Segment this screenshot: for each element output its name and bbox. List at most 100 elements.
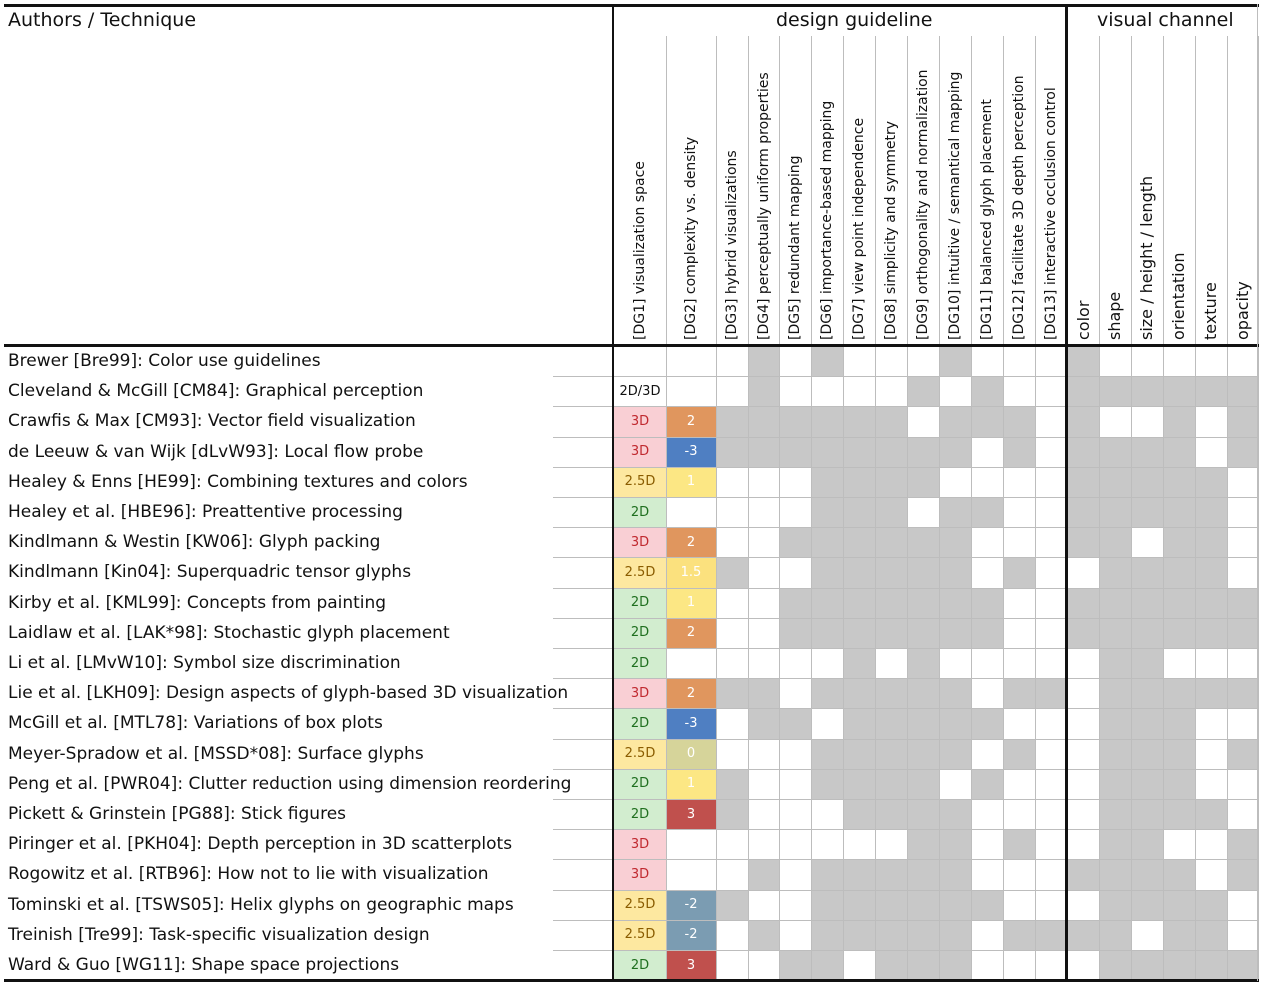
col-divider — [1099, 36, 1100, 981]
guideline-cell — [811, 527, 843, 558]
row-divider — [553, 889, 1258, 891]
channel-cell — [1068, 859, 1099, 890]
space-cell: 2D/3D — [614, 376, 666, 407]
guideline-cell — [748, 557, 779, 588]
complexity-cell: 3 — [666, 799, 716, 830]
channel-cell — [1195, 919, 1227, 950]
space-cell: 2D — [614, 708, 666, 739]
space-cell: 3D — [614, 678, 666, 709]
guideline-cell — [748, 466, 779, 497]
complexity-cell: -2 — [666, 889, 716, 920]
space-cell: 2.5D — [614, 557, 666, 588]
guideline-cell — [716, 768, 748, 799]
channel-cell — [1099, 799, 1131, 830]
channel-cell — [1163, 829, 1195, 860]
channel-header: texture — [1201, 282, 1220, 340]
guideline-cell — [907, 346, 939, 377]
guideline-cell — [811, 919, 843, 950]
channel-cell — [1227, 436, 1258, 467]
guideline-cell — [907, 708, 939, 739]
channel-cell — [1099, 406, 1131, 437]
guideline-cell — [939, 768, 971, 799]
channel-cell — [1068, 678, 1099, 709]
channel-cell — [1195, 768, 1227, 799]
guideline-cell — [971, 346, 1003, 377]
guideline-cell — [1035, 678, 1066, 709]
space-cell: 3D — [614, 436, 666, 467]
guideline-cell — [748, 346, 779, 377]
guideline-cell — [843, 889, 875, 920]
row-label: Healey & Enns [HE99]: Combining textures… — [8, 471, 468, 492]
guideline-cell — [907, 497, 939, 528]
guideline-cell — [875, 708, 907, 739]
guideline-cell — [1035, 648, 1066, 679]
guideline-cell — [1003, 406, 1035, 437]
guideline-cell — [939, 678, 971, 709]
guideline-cell — [939, 466, 971, 497]
row-divider — [553, 829, 1258, 831]
guideline-cell — [779, 376, 811, 407]
channel-cell — [1131, 708, 1163, 739]
guideline-cell — [1003, 768, 1035, 799]
guideline-cell — [779, 950, 811, 981]
channel-cell — [1068, 527, 1099, 558]
channel-cell — [1227, 648, 1258, 679]
complexity-cell: 2 — [666, 527, 716, 558]
guideline-cell — [1035, 497, 1066, 528]
guideline-cell — [907, 557, 939, 588]
guideline-cell — [779, 497, 811, 528]
guideline-cell — [939, 376, 971, 407]
guideline-cell — [939, 829, 971, 860]
channel-cell — [1195, 406, 1227, 437]
channel-cell — [1099, 436, 1131, 467]
row-divider — [553, 648, 1258, 649]
guideline-cell — [843, 859, 875, 890]
channel-cell — [1195, 738, 1227, 769]
channel-cell — [1068, 497, 1099, 528]
space-cell: 2D — [614, 587, 666, 618]
channel-cell — [1163, 799, 1195, 830]
guideline-cell — [907, 889, 939, 920]
channel-cell — [1068, 738, 1099, 769]
authors-separator — [612, 4, 614, 982]
guideline-cell — [1035, 557, 1066, 588]
guideline-cell — [1003, 738, 1035, 769]
row-label: Lie et al. [LKH09]: Design aspects of gl… — [8, 683, 569, 704]
guideline-cell — [779, 799, 811, 830]
guideline-cell — [1003, 587, 1035, 618]
guideline-cell — [748, 527, 779, 558]
guideline-cell — [1003, 829, 1035, 860]
guideline-cell — [939, 738, 971, 769]
guideline-cell — [748, 829, 779, 860]
guideline-cell — [875, 466, 907, 497]
guideline-cell — [779, 346, 811, 377]
guideline-cell — [907, 859, 939, 890]
guideline-cell — [971, 466, 1003, 497]
channel-cell — [1227, 406, 1258, 437]
channel-cell — [1131, 829, 1163, 860]
guideline-cell — [907, 587, 939, 618]
guideline-cell — [875, 587, 907, 618]
channel-cell — [1227, 527, 1258, 558]
guideline-cell — [907, 436, 939, 467]
guideline-cell — [748, 950, 779, 981]
channel-cell — [1227, 557, 1258, 588]
guideline-cell — [1003, 466, 1035, 497]
complexity-cell: 3 — [666, 950, 716, 981]
guideline-cell — [716, 678, 748, 709]
channel-cell — [1131, 859, 1163, 890]
row-divider — [553, 497, 1258, 498]
complexity-cell: -2 — [666, 919, 716, 950]
col-divider — [1195, 36, 1196, 981]
channel-cell — [1163, 346, 1195, 377]
guideline-cell — [811, 768, 843, 799]
guideline-cell — [779, 889, 811, 920]
guideline-cell — [971, 497, 1003, 528]
channel-cell — [1227, 376, 1258, 407]
guideline-header: [DG8] simplicity and symmetry — [883, 121, 899, 340]
guideline-cell — [875, 678, 907, 709]
channel-header: shape — [1105, 291, 1124, 340]
channel-cell — [1099, 738, 1131, 769]
channel-cell — [1195, 708, 1227, 739]
channel-cell — [1099, 950, 1131, 981]
